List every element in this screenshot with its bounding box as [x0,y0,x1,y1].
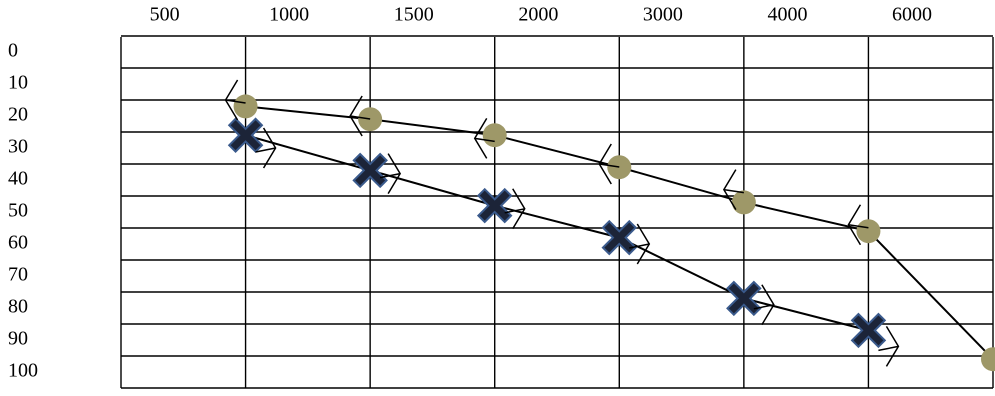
cross-marker-core [355,155,386,186]
x-tick-label: 1500 [394,4,434,26]
bracket-marker [878,326,900,367]
cross-marker-core [604,222,635,253]
bracket-marker [722,169,744,210]
bracket-marker [598,143,620,185]
circle-marker [233,94,258,119]
y-tick-label: 80 [8,296,28,318]
y-tick-label: 60 [8,232,28,254]
x-tick-label: 6000 [892,4,932,26]
y-tick-label: 10 [8,72,28,94]
bracket-marker [255,127,277,169]
circle-marker [607,155,632,180]
cross-marker-core [728,283,759,314]
y-tick-label: 100 [8,360,38,382]
y-tick-label: 30 [8,136,28,158]
bracket-marker [753,284,775,326]
circle-marker [358,107,383,132]
y-tick-label: 70 [8,264,28,286]
bracket-marker [504,188,526,230]
y-tick-label: 20 [8,104,28,126]
x-tick-label: 2000 [518,4,558,26]
bracket-marker [224,79,246,121]
cross-marker-core [479,190,510,221]
bracket-marker [379,153,402,194]
circle-marker [482,123,507,148]
bracket-marker [473,118,495,159]
bracket-marker [629,223,651,265]
y-tick-label: 40 [8,168,28,190]
y-tick-label: 0 [8,40,18,62]
x-tick-label: 3000 [643,4,683,26]
bracket-marker [349,95,371,137]
x-tick-label: 500 [150,4,180,26]
cross-marker-core [853,315,884,346]
bracket-marker [847,204,869,246]
y-tick-label: 90 [8,328,28,350]
x-tick-label: 4000 [767,4,807,26]
circle-marker [731,190,756,215]
y-tick-label: 50 [8,200,28,222]
x-tick-label: 1000 [269,4,309,26]
circle-marker [856,219,881,244]
series-line [245,134,869,332]
cross-marker-core [230,120,261,151]
circle-marker [981,347,995,372]
